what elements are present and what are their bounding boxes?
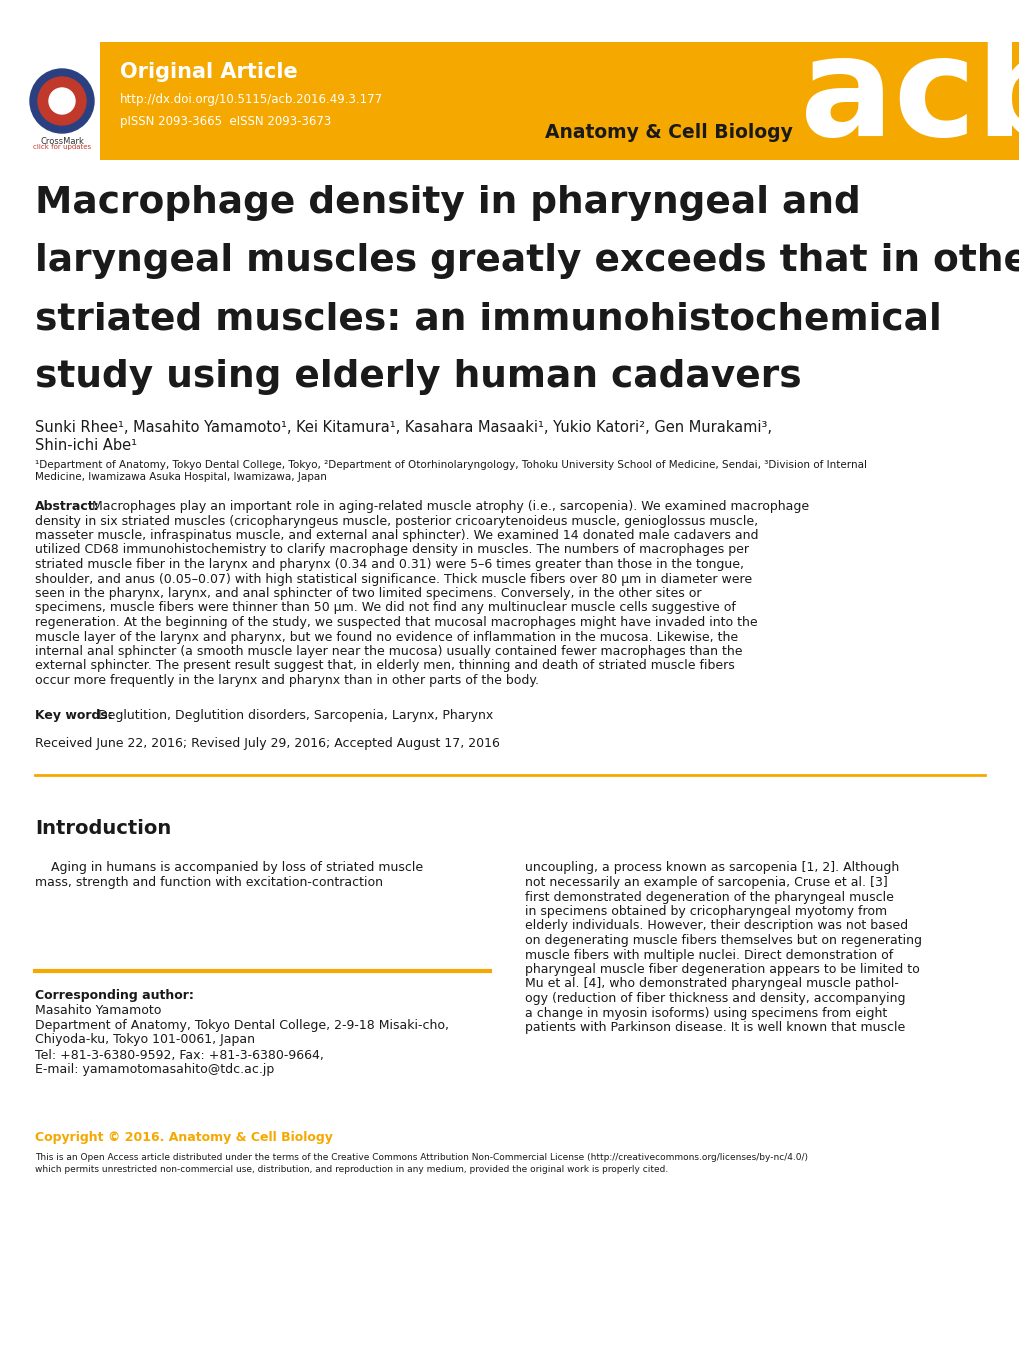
Text: muscle layer of the larynx and pharynx, but we found no evidence of inflammation: muscle layer of the larynx and pharynx, … — [35, 631, 738, 644]
Text: on degenerating muscle fibers themselves but on regenerating: on degenerating muscle fibers themselves… — [525, 934, 921, 947]
Bar — [35, 980, 489, 1101]
Text: ogy (reduction of fiber thickness and density, accompanying: ogy (reduction of fiber thickness and de… — [525, 992, 905, 1006]
Text: pISSN 2093-3665  eISSN 2093-3673: pISSN 2093-3665 eISSN 2093-3673 — [120, 116, 331, 129]
Text: E-mail: yamamotomasahito@tdc.ac.jp: E-mail: yamamotomasahito@tdc.ac.jp — [35, 1064, 274, 1076]
Text: Original Article: Original Article — [120, 63, 298, 82]
Text: Department of Anatomy, Tokyo Dental College, 2-9-18 Misaki-cho,: Department of Anatomy, Tokyo Dental Coll… — [35, 1018, 448, 1031]
Text: external sphincter. The present result suggest that, in elderly men, thinning an: external sphincter. The present result s… — [35, 659, 734, 673]
Text: mass, strength and function with excitation-contraction: mass, strength and function with excitat… — [35, 877, 382, 889]
Text: Macrophages play an important role in aging-related muscle atrophy (i.e., sarcop: Macrophages play an important role in ag… — [92, 500, 808, 512]
Text: click for updates: click for updates — [33, 144, 91, 149]
Text: occur more frequently in the larynx and pharynx than in other parts of the body.: occur more frequently in the larynx and … — [35, 674, 538, 688]
Text: not necessarily an example of sarcopenia, Cruse et al. [3]: not necessarily an example of sarcopenia… — [525, 877, 887, 889]
Text: Deglutition, Deglutition disorders, Sarcopenia, Larynx, Pharynx: Deglutition, Deglutition disorders, Sarc… — [98, 708, 493, 722]
Text: acb: acb — [799, 30, 1019, 164]
Text: first demonstrated degeneration of the pharyngeal muscle: first demonstrated degeneration of the p… — [525, 890, 893, 904]
Circle shape — [30, 69, 94, 133]
Text: uncoupling, a process known as sarcopenia [1, 2]. Although: uncoupling, a process known as sarcopeni… — [525, 862, 899, 874]
Text: Masahito Yamamoto: Masahito Yamamoto — [35, 1003, 161, 1017]
Text: a change in myosin isoforms) using specimens from eight: a change in myosin isoforms) using speci… — [525, 1007, 887, 1019]
Text: internal anal sphincter (a smooth muscle layer near the mucosa) usually containe: internal anal sphincter (a smooth muscle… — [35, 646, 742, 658]
Text: patients with Parkinson disease. It is well known that muscle: patients with Parkinson disease. It is w… — [525, 1021, 905, 1034]
Bar — [100, 42, 1019, 160]
Text: Shin-ichi Abe¹: Shin-ichi Abe¹ — [35, 438, 137, 453]
Circle shape — [49, 88, 75, 114]
Text: Abstract:: Abstract: — [35, 500, 100, 512]
Text: http://dx.doi.org/10.5115/acb.2016.49.3.177: http://dx.doi.org/10.5115/acb.2016.49.3.… — [120, 94, 383, 106]
Text: Anatomy & Cell Biology: Anatomy & Cell Biology — [544, 122, 792, 141]
Text: study using elderly human cadavers: study using elderly human cadavers — [35, 359, 801, 395]
Text: specimens, muscle fibers were thinner than 50 μm. We did not find any multinucle: specimens, muscle fibers were thinner th… — [35, 602, 735, 614]
Text: striated muscle fiber in the larynx and pharynx (0.34 and 0.31) were 5–6 times g: striated muscle fiber in the larynx and … — [35, 559, 743, 571]
Text: Copyright © 2016. Anatomy & Cell Biology: Copyright © 2016. Anatomy & Cell Biology — [35, 1131, 332, 1143]
Text: ¹Department of Anatomy, Tokyo Dental College, Tokyo, ²Department of Otorhinolary: ¹Department of Anatomy, Tokyo Dental Col… — [35, 459, 866, 470]
Text: which permits unrestricted non-commercial use, distribution, and reproduction in: which permits unrestricted non-commercia… — [35, 1165, 667, 1174]
Text: regeneration. At the beginning of the study, we suspected that mucosal macrophag: regeneration. At the beginning of the st… — [35, 616, 757, 629]
Text: This is an Open Access article distributed under the terms of the Creative Commo: This is an Open Access article distribut… — [35, 1152, 807, 1162]
Text: striated muscles: an immunohistochemical: striated muscles: an immunohistochemical — [35, 300, 941, 337]
Text: Mu et al. [4], who demonstrated pharyngeal muscle pathol-: Mu et al. [4], who demonstrated pharynge… — [525, 977, 898, 991]
Text: CrossMark: CrossMark — [40, 137, 84, 145]
Text: Tel: +81-3-6380-9592, Fax: +81-3-6380-9664,: Tel: +81-3-6380-9592, Fax: +81-3-6380-96… — [35, 1049, 324, 1061]
Text: density in six striated muscles (cricopharyngeus muscle, posterior cricoarytenoi: density in six striated muscles (cricoph… — [35, 515, 757, 527]
Text: Received June 22, 2016; Revised July 29, 2016; Accepted August 17, 2016: Received June 22, 2016; Revised July 29,… — [35, 737, 499, 750]
Text: Corresponding author:: Corresponding author: — [35, 988, 194, 1002]
Text: Chiyoda-ku, Tokyo 101-0061, Japan: Chiyoda-ku, Tokyo 101-0061, Japan — [35, 1033, 255, 1046]
Circle shape — [38, 77, 86, 125]
Text: Macrophage density in pharyngeal and: Macrophage density in pharyngeal and — [35, 185, 860, 222]
Text: elderly individuals. However, their description was not based: elderly individuals. However, their desc… — [525, 920, 907, 932]
Text: Sunki Rhee¹, Masahito Yamamoto¹, Kei Kitamura¹, Kasahara Masaaki¹, Yukio Katori²: Sunki Rhee¹, Masahito Yamamoto¹, Kei Kit… — [35, 420, 771, 435]
Text: muscle fibers with multiple nuclei. Direct demonstration of: muscle fibers with multiple nuclei. Dire… — [525, 949, 893, 962]
Text: Aging in humans is accompanied by loss of striated muscle: Aging in humans is accompanied by loss o… — [35, 862, 423, 874]
Text: utilized CD68 immunohistochemistry to clarify macrophage density in muscles. The: utilized CD68 immunohistochemistry to cl… — [35, 544, 748, 556]
Text: masseter muscle, infraspinatus muscle, and external anal sphincter). We examined: masseter muscle, infraspinatus muscle, a… — [35, 529, 758, 542]
Text: pharyngeal muscle fiber degeneration appears to be limited to: pharyngeal muscle fiber degeneration app… — [525, 964, 919, 976]
Text: in specimens obtained by cricopharyngeal myotomy from: in specimens obtained by cricopharyngeal… — [525, 905, 887, 917]
Text: Key words:: Key words: — [35, 708, 113, 722]
Text: laryngeal muscles greatly exceeds that in other: laryngeal muscles greatly exceeds that i… — [35, 243, 1019, 279]
Text: seen in the pharynx, larynx, and anal sphincter of two limited specimens. Conver: seen in the pharynx, larynx, and anal sp… — [35, 587, 701, 601]
Text: Medicine, Iwamizawa Asuka Hospital, Iwamizawa, Japan: Medicine, Iwamizawa Asuka Hospital, Iwam… — [35, 472, 326, 482]
Text: Introduction: Introduction — [35, 819, 171, 839]
Text: shoulder, and anus (0.05–0.07) with high statistical significance. Thick muscle : shoulder, and anus (0.05–0.07) with high… — [35, 572, 751, 586]
